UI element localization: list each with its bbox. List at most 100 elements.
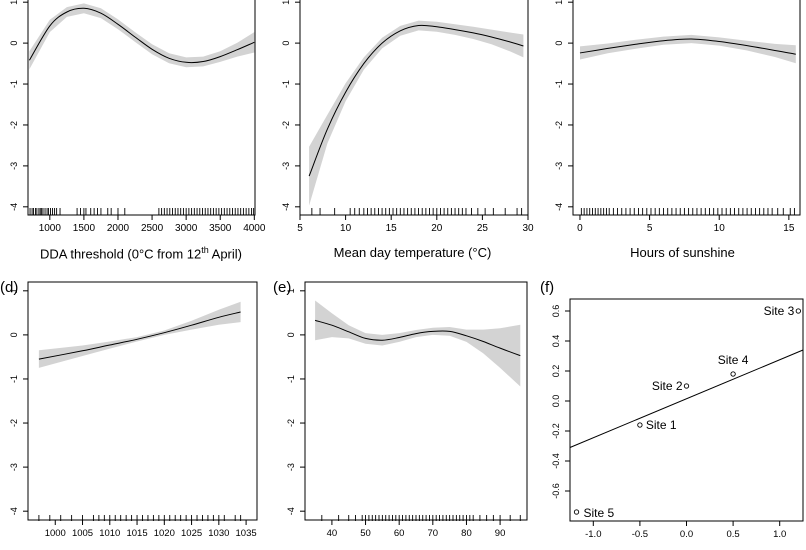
- x-tick-label: 1030: [208, 528, 229, 539]
- point-label: Site 3: [764, 304, 795, 318]
- x-tick-label: 40: [327, 528, 338, 539]
- point-label: Site 1: [646, 418, 677, 432]
- y-tick-label: 0: [286, 332, 296, 337]
- y-tick-label: -4: [9, 507, 19, 515]
- y-tick-label: -0.6: [551, 483, 561, 499]
- x-tick-label: 10: [714, 223, 726, 234]
- confidence-band: [309, 20, 524, 206]
- x-tick-label: 80: [461, 528, 472, 539]
- y-tick-label: 0: [9, 41, 19, 46]
- y-tick-label: -0.4: [551, 453, 561, 469]
- smooth-curve: [38, 311, 241, 360]
- x-tick-label: 1000: [45, 528, 66, 539]
- y-tick-label: -1: [554, 80, 564, 88]
- y-tick-label: -4: [554, 203, 564, 211]
- x-tick-label: 5: [297, 223, 303, 234]
- x-tick-label: 2500: [141, 223, 164, 234]
- y-tick-label: -2: [281, 121, 291, 129]
- point-label: Site 2: [652, 379, 683, 393]
- x-tick-label: 0.5: [726, 529, 739, 540]
- y-tick-label: -4: [9, 203, 19, 211]
- y-tick-label: 0.2: [551, 365, 561, 378]
- x-tick-label: 10: [340, 223, 352, 234]
- y-tick-label: 0: [9, 332, 19, 337]
- confidence-band: [315, 300, 521, 387]
- smooth-curve: [314, 319, 521, 357]
- x-tick-label: 15: [386, 223, 398, 234]
- x-tick-label: 1035: [236, 528, 257, 539]
- panel-1: 5 10 15 20 25 30 -4 -3 -2 -1 0 1: [281, 0, 534, 234]
- y-tick-label: 0: [554, 41, 564, 46]
- x-tick-label: 50: [360, 528, 371, 539]
- xlabel-b: Mean day temperature (°C): [333, 245, 492, 260]
- smooth-curve: [308, 24, 524, 177]
- y-tick-label: -2: [9, 419, 19, 427]
- point-label: Site 4: [718, 353, 749, 367]
- x-tick-label: 1020: [154, 528, 175, 539]
- panel-0: 1000 1500 2000 2500 3000 3500 4000 -4 -3 -2 -1 0 1: [9, 0, 266, 234]
- x-tick-label: 0.0: [680, 529, 693, 540]
- xlabel-a-main: DDA threshold (0°C from 12: [39, 246, 202, 262]
- y-tick-label: -3: [286, 463, 296, 471]
- x-tick-label: 1.0: [773, 529, 786, 540]
- y-tick-label: 1: [281, 0, 291, 5]
- xlabel-a-tail: April): [208, 246, 242, 262]
- y-tick-label: 1: [9, 288, 19, 293]
- x-tick-label: 15: [783, 223, 795, 234]
- x-tick-label: 2000: [107, 223, 130, 234]
- plot-frame: [569, 298, 804, 522]
- x-tick-label: 3000: [175, 223, 198, 234]
- x-tick-label: 5: [647, 223, 653, 234]
- confidence-band: [38, 301, 241, 368]
- plot-frame: [299, 0, 529, 216]
- xlabel-a: DDA threshold (0°C from 12th April): [8, 245, 274, 261]
- plot-frame: [27, 0, 256, 216]
- plot-frame: [572, 0, 801, 216]
- x-tick-label: 0: [577, 223, 583, 234]
- y-tick-label: -1: [9, 375, 19, 383]
- panel-2: 0 5 10 15 -4 -3 -2 -1 0 1: [554, 0, 801, 234]
- plot-frame: [304, 281, 528, 521]
- x-tick-label: 3500: [209, 223, 232, 234]
- data-point: [730, 371, 736, 377]
- panel-label-e: (e): [273, 279, 292, 296]
- y-tick-label: -3: [554, 162, 564, 170]
- y-tick-label: -3: [9, 463, 19, 471]
- x-tick-label: 90: [495, 528, 506, 539]
- x-tick-label: 1015: [126, 528, 147, 539]
- panel-5: -1.0 -0.5 0.0 0.5 1.0 -0.6 -0.4 -0.2 0.0 0.2 0.4 0.…: [551, 298, 804, 540]
- y-tick-label: 0.4: [551, 335, 561, 348]
- y-tick-label: -1: [281, 80, 291, 88]
- y-tick-label: -3: [9, 162, 19, 170]
- data-point: [795, 308, 801, 314]
- x-tick-label: 60: [394, 528, 405, 539]
- data-point: [637, 422, 643, 428]
- confidence-band: [580, 34, 796, 64]
- x-tick-label: 1500: [73, 223, 96, 234]
- x-tick-label: -1.0: [585, 529, 601, 540]
- y-tick-label: 1: [9, 0, 19, 5]
- y-tick-label: -4: [281, 203, 291, 211]
- point-label: Site 5: [584, 506, 615, 520]
- fit-line: [569, 349, 804, 448]
- y-tick-label: -2: [9, 121, 19, 129]
- xlabel-c: Hours of sunshine: [630, 245, 735, 260]
- y-tick-label: -1: [286, 375, 296, 383]
- smooth-curve: [579, 38, 796, 55]
- x-tick-label: 25: [477, 223, 489, 234]
- y-tick-label: 0.6: [551, 305, 561, 318]
- y-tick-label: 1: [554, 0, 564, 5]
- x-tick-label: 4000: [243, 223, 266, 234]
- y-tick-label: -2: [286, 419, 296, 427]
- panel-4: 40 50 60 70 80 90 -4 -3 -2 -1 0 1: [286, 281, 528, 539]
- panel-label-f: (f): [540, 279, 555, 296]
- x-tick-label: 1025: [181, 528, 202, 539]
- confidence-band: [29, 3, 255, 70]
- x-tick-label: 70: [428, 528, 439, 539]
- x-tick-label: 1010: [99, 528, 120, 539]
- x-tick-label: 1000: [39, 223, 62, 234]
- x-tick-label: 1005: [72, 528, 93, 539]
- y-tick-label: 0: [281, 41, 291, 46]
- xlabel-a-sup: th: [201, 245, 209, 255]
